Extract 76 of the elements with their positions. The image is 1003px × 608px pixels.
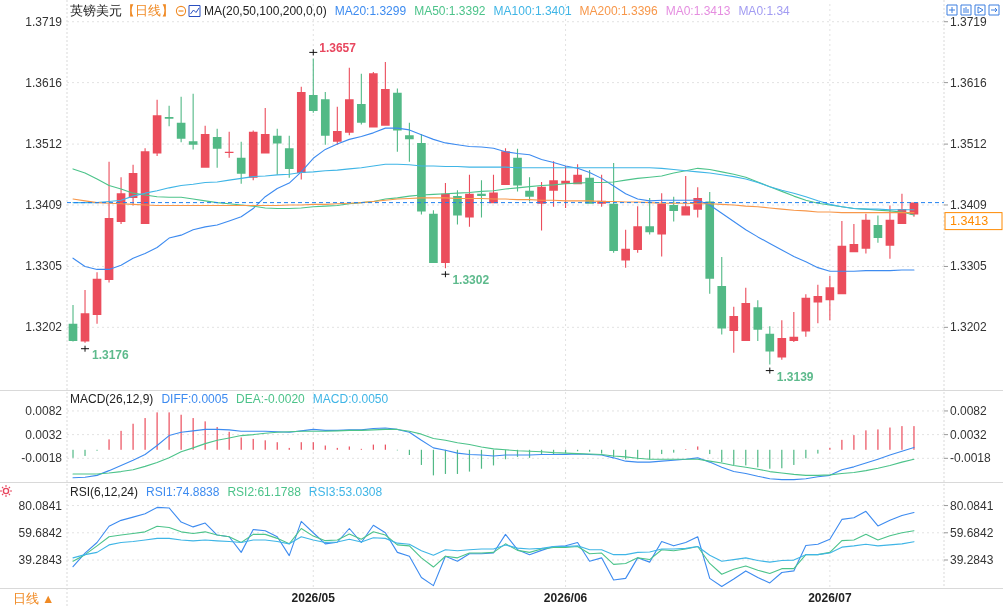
annotation: 1.3176 xyxy=(92,347,130,362)
annotation: 1.3139 xyxy=(776,369,814,384)
candlestick xyxy=(717,257,727,335)
candlestick xyxy=(753,300,763,341)
candlestick xyxy=(729,306,739,353)
line-series xyxy=(72,127,915,272)
x-tick-label: 2026/06 xyxy=(543,591,588,605)
candlestick xyxy=(248,130,258,181)
candlestick xyxy=(777,320,787,360)
annotation: MA0:1.3413 xyxy=(665,4,731,18)
y2-tick-label: -0.0018 xyxy=(950,451,992,466)
line-series xyxy=(72,525,915,575)
x-tick-label: 2026/07 xyxy=(808,591,852,605)
line-series xyxy=(72,506,915,588)
line-series xyxy=(72,197,915,214)
y-tick-label: -0.0018 xyxy=(21,451,63,466)
candlestick xyxy=(357,73,366,125)
y2-tick-label: 1.3202 xyxy=(950,320,988,335)
legend: RSI(6,12,24) RSI1:74.8838 RSI2:61.1788 RSI3:53.0308 xyxy=(70,485,383,499)
candlestick xyxy=(657,193,666,257)
candlestick xyxy=(284,135,294,178)
candlestick xyxy=(765,326,775,365)
candlestick xyxy=(381,61,390,126)
y-tick-label: 1.3719 xyxy=(25,14,63,29)
candlestick xyxy=(332,106,342,145)
candlestick xyxy=(68,304,78,342)
x-tick-label: 2026/05 xyxy=(291,591,336,605)
y2-tick-label: 1.3616 xyxy=(950,75,988,90)
annotation: MA0:1.34 xyxy=(738,4,791,18)
y-tick-label: 1.3512 xyxy=(25,137,63,152)
legend: MA(20,50,100,200,0,0) MA20:1.3299 MA50:1.3392 MA100:1.3401 MA200:1.3396 xyxy=(204,4,658,18)
chart-subtitle: 【日线】 xyxy=(122,4,174,18)
y2-tick-label: 0.0082 xyxy=(950,403,988,418)
y2-tick-label: 80.0841 xyxy=(950,498,994,513)
y-tick-label: 0.0032 xyxy=(25,427,63,442)
candlestick xyxy=(525,177,534,202)
y2-tick-label: 1.3719 xyxy=(950,14,988,29)
candlestick xyxy=(741,287,751,341)
y-tick-label: 80.0841 xyxy=(18,498,63,513)
y2-tick-label: 39.2843 xyxy=(950,553,994,567)
candlestick xyxy=(645,197,654,235)
y2-tick-label: 1.3305 xyxy=(950,259,988,274)
ref-line-label: 1.3413 xyxy=(950,214,989,229)
y2-tick-label: 59.6842 xyxy=(950,525,994,540)
y-tick-label: 59.6842 xyxy=(18,525,63,540)
candlestick xyxy=(188,93,198,150)
line-series xyxy=(72,536,915,563)
candlestick xyxy=(621,229,630,268)
y-tick-label: 0.0082 xyxy=(25,403,63,418)
candlestick xyxy=(272,128,282,175)
y2-tick-label: 1.3409 xyxy=(950,197,988,212)
y-tick-label: 1.3305 xyxy=(25,259,63,274)
candlestick xyxy=(296,86,306,180)
text: 日线 ▲ xyxy=(12,592,55,606)
candlestick xyxy=(633,206,642,253)
candlestick xyxy=(429,210,438,263)
annotation: MACD:0.0050 xyxy=(312,392,389,406)
candlestick xyxy=(669,196,679,222)
candlestick xyxy=(345,67,354,136)
candlestick xyxy=(236,141,246,184)
chart-title: 英镑美元 xyxy=(70,3,122,18)
candlestick xyxy=(80,290,90,343)
annotation: 1.3657 xyxy=(319,41,357,56)
candlestick xyxy=(308,58,318,113)
candlestick xyxy=(320,92,330,145)
legend: MACD(26,12,9) DIFF:0.0005 DEA:-0.0020 xyxy=(70,392,305,406)
y-tick-label: 1.3202 xyxy=(25,320,63,335)
candlestick xyxy=(260,108,270,154)
annotation: 1.3302 xyxy=(452,273,490,288)
y2-tick-label: 1.3512 xyxy=(950,137,988,152)
candlestick xyxy=(369,71,378,128)
y-tick-label: 39.2843 xyxy=(18,553,63,567)
y2-tick-label: 0.0032 xyxy=(950,427,988,442)
candlestick xyxy=(681,176,691,216)
y-tick-label: 1.3409 xyxy=(25,197,63,212)
y-tick-label: 1.3616 xyxy=(25,75,63,90)
